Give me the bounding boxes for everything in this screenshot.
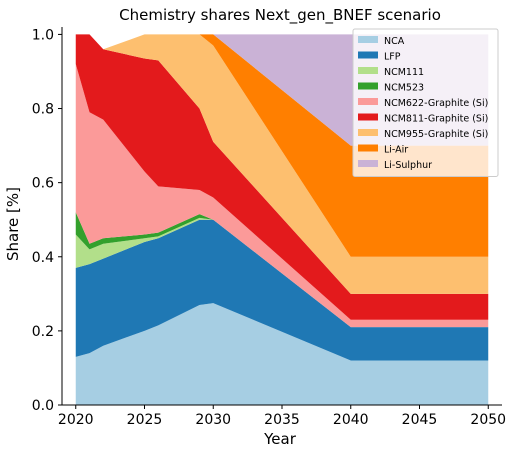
x-tick-label: 2050 xyxy=(470,412,506,428)
x-tick-label: 2040 xyxy=(333,412,369,428)
legend-swatch-ncm811-graphite-si xyxy=(358,113,378,121)
legend-label-li-air: Li-Air xyxy=(384,145,408,156)
area-nca xyxy=(75,303,489,405)
x-tick-label: 2035 xyxy=(264,412,300,428)
x-axis-label: Year xyxy=(263,430,297,448)
y-tick-label: 1.0 xyxy=(32,27,54,43)
legend-label-ncm622-graphite-si: NCM622-Graphite (Si) xyxy=(384,98,488,109)
x-tick-label: 2030 xyxy=(195,412,231,428)
legend-swatch-ncm955-graphite-si xyxy=(358,129,378,136)
legend-label-ncm111: NCM111 xyxy=(384,67,424,78)
legend-swatch-li-sulphur xyxy=(358,160,378,167)
axes: 2020 2025 2030 2035 2040 2045 2050 0.0 0.2 0.4 0.6… xyxy=(32,27,506,428)
legend-label-lfp: LFP xyxy=(384,52,401,63)
x-tick-label: 2045 xyxy=(402,412,438,428)
legend-swatch-li-air xyxy=(358,144,378,152)
legend-swatch-nca xyxy=(358,36,378,43)
legend: NCA LFP NCM111 NCM523 NCM622-Graphite (Si) NC… xyxy=(352,28,499,177)
x-tick-label: 2020 xyxy=(58,412,94,428)
legend-swatch-ncm111 xyxy=(358,67,378,74)
legend-label-ncm955-graphite-si: NCM955-Graphite (Si) xyxy=(384,129,488,140)
y-tick-label: 0.8 xyxy=(32,102,54,118)
y-tick-label: 0.2 xyxy=(32,324,54,340)
legend-label-nca: NCA xyxy=(384,36,405,47)
area-lfp xyxy=(75,219,489,361)
x-tick-label: 2025 xyxy=(127,412,163,428)
legend-label-li-sulphur: Li-Sulphur xyxy=(384,160,432,171)
area-ncm955-graphite-si xyxy=(75,34,489,294)
y-tick-label: 0.6 xyxy=(32,176,54,192)
y-tick-label: 0.0 xyxy=(32,398,54,414)
y-axis-label: Share [%] xyxy=(4,187,22,261)
legend-swatch-ncm622-graphite-si xyxy=(358,98,378,105)
legend-frame xyxy=(352,28,499,177)
legend-label-ncm523: NCM523 xyxy=(384,83,424,94)
y-tick-label: 0.4 xyxy=(32,250,54,266)
area-ncm811-graphite-si xyxy=(75,34,489,320)
area-ncm622-graphite-si xyxy=(75,64,489,328)
legend-swatch-lfp xyxy=(358,51,378,59)
area-li-air xyxy=(75,34,489,257)
chart-title: Chemistry shares Next_gen_BNEF scenario xyxy=(119,6,441,25)
legend-label-ncm811-graphite-si: NCM811-Graphite (Si) xyxy=(384,114,488,125)
legend-swatch-ncm523 xyxy=(358,82,378,90)
